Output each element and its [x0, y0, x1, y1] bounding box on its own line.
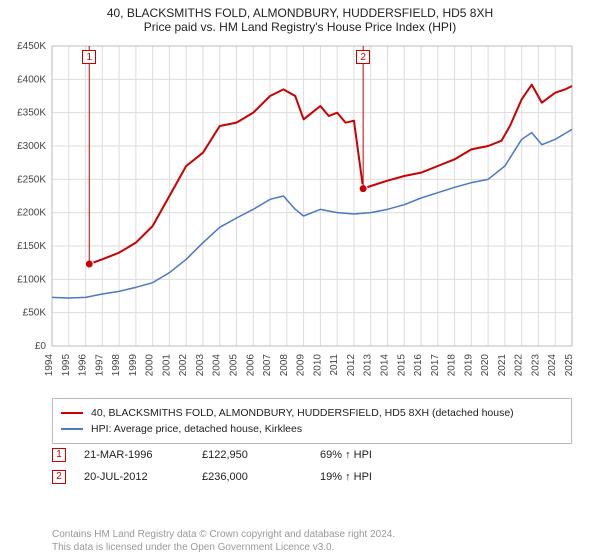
event-row-1: 1 21-MAR-1996 £122,950 69% ↑ HPI [52, 444, 572, 466]
svg-text:2013: 2013 [363, 354, 374, 377]
event-row-2: 2 20-JUL-2012 £236,000 19% ↑ HPI [52, 466, 572, 488]
chart-marker-1: 1 [82, 50, 96, 64]
event-price-2: £236,000 [202, 466, 302, 488]
svg-text:2011: 2011 [329, 354, 340, 376]
svg-text:2017: 2017 [430, 354, 441, 377]
svg-text:2015: 2015 [396, 354, 407, 377]
title-line-1: 40, BLACKSMITHS FOLD, ALMONDBURY, HUDDER… [0, 6, 600, 20]
svg-text:2007: 2007 [262, 354, 273, 377]
legend-label-property: 40, BLACKSMITHS FOLD, ALMONDBURY, HUDDER… [91, 405, 514, 421]
svg-text:1998: 1998 [111, 354, 122, 377]
svg-text:1997: 1997 [94, 354, 105, 377]
svg-text:£50K: £50K [23, 308, 47, 319]
footnote-line-2: This data is licensed under the Open Gov… [52, 541, 572, 554]
svg-text:2019: 2019 [463, 354, 474, 377]
svg-text:£300K: £300K [17, 141, 46, 152]
event-price-1: £122,950 [202, 444, 302, 466]
svg-text:2002: 2002 [178, 354, 189, 377]
svg-text:2005: 2005 [229, 354, 240, 377]
svg-text:2022: 2022 [514, 354, 525, 377]
svg-text:2006: 2006 [245, 354, 256, 377]
footnote: Contains HM Land Registry data © Crown c… [52, 528, 572, 554]
svg-text:£150K: £150K [17, 241, 46, 252]
svg-text:2009: 2009 [296, 354, 307, 377]
legend-swatch-hpi [61, 428, 83, 430]
svg-text:£100K: £100K [17, 274, 46, 285]
svg-text:2000: 2000 [145, 354, 156, 377]
svg-text:2008: 2008 [279, 354, 290, 377]
event-pct-2: 19% ↑ HPI [320, 466, 420, 488]
svg-text:£200K: £200K [17, 208, 46, 219]
event-date-1: 21-MAR-1996 [84, 444, 184, 466]
event-marker-1: 1 [52, 448, 66, 462]
legend: 40, BLACKSMITHS FOLD, ALMONDBURY, HUDDER… [52, 398, 572, 444]
svg-text:£0: £0 [35, 341, 47, 352]
legend-item-hpi: HPI: Average price, detached house, Kirk… [61, 421, 563, 437]
svg-text:2020: 2020 [480, 354, 491, 377]
svg-text:2003: 2003 [195, 354, 206, 377]
footnote-line-1: Contains HM Land Registry data © Crown c… [52, 528, 572, 541]
svg-text:2024: 2024 [547, 354, 558, 377]
svg-text:1994: 1994 [44, 354, 55, 377]
title-line-2: Price paid vs. HM Land Registry's House … [0, 20, 600, 34]
chart-marker-2: 2 [356, 50, 370, 64]
svg-text:2018: 2018 [447, 354, 458, 377]
svg-text:1996: 1996 [78, 354, 89, 377]
svg-text:2004: 2004 [212, 354, 223, 377]
sale-events: 1 21-MAR-1996 £122,950 69% ↑ HPI 2 20-JU… [52, 444, 572, 488]
event-pct-1: 69% ↑ HPI [320, 444, 420, 466]
svg-text:2023: 2023 [530, 354, 541, 377]
legend-item-property: 40, BLACKSMITHS FOLD, ALMONDBURY, HUDDER… [61, 405, 563, 421]
svg-text:2014: 2014 [379, 354, 390, 377]
price-chart: £0£50K£100K£150K£200K£250K£300K£350K£400… [52, 46, 572, 386]
svg-text:1995: 1995 [61, 354, 72, 377]
svg-text:2012: 2012 [346, 354, 357, 377]
legend-swatch-property [61, 412, 83, 414]
svg-text:£400K: £400K [17, 74, 46, 85]
svg-text:£250K: £250K [17, 174, 46, 185]
svg-text:1999: 1999 [128, 354, 139, 377]
svg-text:2021: 2021 [497, 354, 508, 377]
event-marker-2: 2 [52, 470, 66, 484]
svg-text:£450K: £450K [17, 41, 46, 52]
svg-text:£350K: £350K [17, 108, 46, 119]
legend-label-hpi: HPI: Average price, detached house, Kirk… [91, 421, 302, 437]
chart-title-block: 40, BLACKSMITHS FOLD, ALMONDBURY, HUDDER… [0, 0, 600, 34]
svg-text:2025: 2025 [564, 354, 575, 377]
svg-text:2010: 2010 [312, 354, 323, 377]
svg-text:2016: 2016 [413, 354, 424, 377]
event-date-2: 20-JUL-2012 [84, 466, 184, 488]
svg-text:2001: 2001 [161, 354, 172, 377]
